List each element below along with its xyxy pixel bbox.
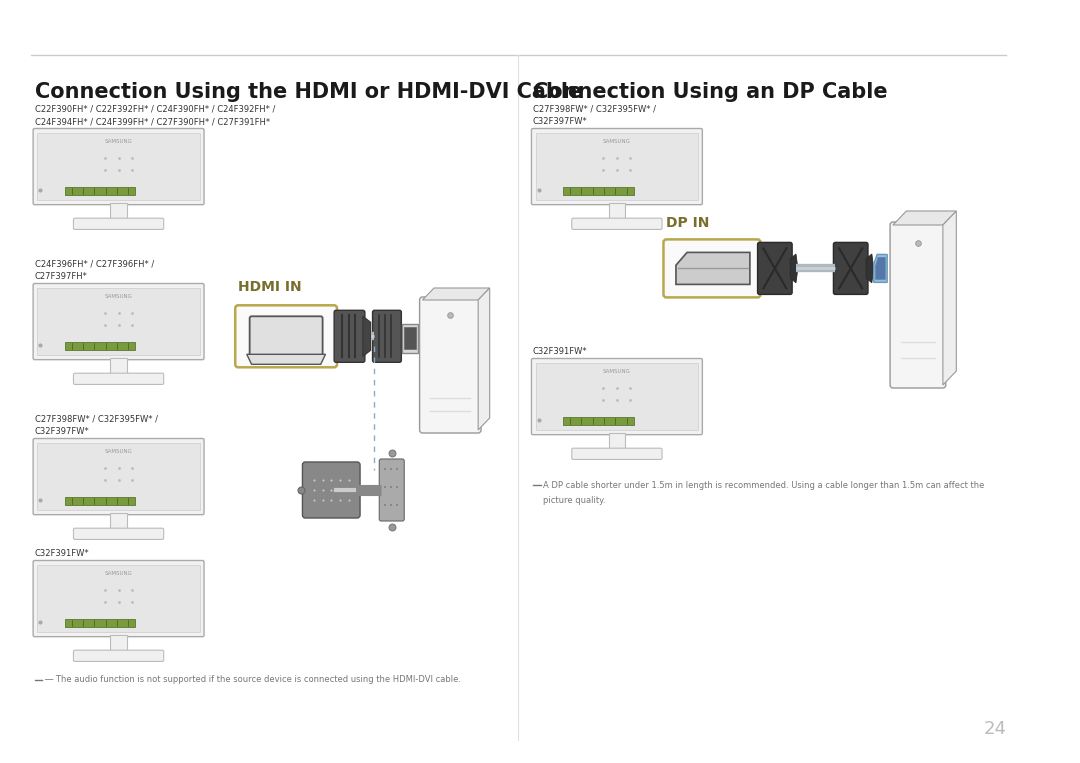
Text: SAMSUNG: SAMSUNG: [603, 139, 631, 143]
FancyBboxPatch shape: [249, 317, 323, 356]
Text: SAMSUNG: SAMSUNG: [105, 294, 133, 299]
Bar: [110, 358, 127, 375]
Polygon shape: [676, 253, 750, 285]
Polygon shape: [246, 354, 325, 364]
Text: C22F390FH* / C22F392FH* / C24F390FH* / C24F392FH* /
C24F394FH* / C24F399FH* / C2: C22F390FH* / C22F392FH* / C24F390FH* / C…: [35, 105, 275, 126]
Text: A DP cable shorter under 1.5m in length is recommended. Using a cable longer tha: A DP cable shorter under 1.5m in length …: [543, 481, 985, 490]
FancyBboxPatch shape: [571, 218, 662, 230]
Text: C27F398FW* / C32F395FW* /
C32F397FW*: C27F398FW* / C32F395FW* / C32F397FW*: [532, 105, 656, 126]
Text: Connection Using the HDMI or HDMI-DVI Cable: Connection Using the HDMI or HDMI-DVI Ca…: [35, 82, 582, 102]
Bar: [110, 513, 127, 530]
FancyBboxPatch shape: [73, 650, 164, 662]
Text: HDMI IN: HDMI IN: [238, 280, 301, 295]
FancyBboxPatch shape: [33, 128, 204, 204]
Bar: [536, 133, 698, 200]
FancyBboxPatch shape: [73, 528, 164, 539]
FancyBboxPatch shape: [334, 311, 365, 362]
Polygon shape: [363, 317, 370, 356]
Bar: [38, 565, 200, 633]
FancyBboxPatch shape: [73, 218, 164, 230]
FancyBboxPatch shape: [302, 462, 360, 518]
FancyBboxPatch shape: [33, 284, 204, 359]
Text: SAMSUNG: SAMSUNG: [105, 449, 133, 454]
Text: SAMSUNG: SAMSUNG: [603, 369, 631, 374]
Bar: [38, 133, 200, 200]
Bar: [65, 497, 135, 505]
FancyBboxPatch shape: [379, 459, 404, 521]
Text: C24F396FH* / C27F396FH* /
C27F397FH*: C24F396FH* / C27F396FH* / C27F397FH*: [35, 259, 153, 281]
FancyBboxPatch shape: [531, 359, 702, 435]
FancyBboxPatch shape: [890, 222, 946, 388]
Text: C32F391FW*: C32F391FW*: [532, 347, 588, 356]
Polygon shape: [866, 254, 874, 283]
Bar: [563, 417, 634, 425]
Bar: [608, 433, 625, 449]
Bar: [38, 288, 200, 355]
Text: DP IN: DP IN: [666, 217, 710, 230]
FancyBboxPatch shape: [420, 297, 481, 433]
FancyBboxPatch shape: [571, 448, 662, 459]
Text: SAMSUNG: SAMSUNG: [105, 139, 133, 143]
Polygon shape: [791, 254, 798, 283]
Polygon shape: [893, 211, 956, 225]
Text: ― The audio function is not supported if the source device is connected using th: ― The audio function is not supported if…: [45, 675, 461, 684]
Bar: [608, 203, 625, 220]
Bar: [563, 187, 634, 195]
FancyBboxPatch shape: [235, 305, 337, 367]
FancyBboxPatch shape: [757, 243, 792, 295]
Bar: [65, 187, 135, 195]
Bar: [536, 363, 698, 430]
FancyBboxPatch shape: [663, 240, 760, 298]
Bar: [65, 342, 135, 350]
Text: C27F398FW* / C32F395FW* /
C32F397FW*: C27F398FW* / C32F395FW* / C32F397FW*: [35, 414, 158, 436]
Polygon shape: [422, 288, 489, 300]
Bar: [65, 619, 135, 627]
FancyBboxPatch shape: [373, 311, 402, 362]
Text: C32F391FW*: C32F391FW*: [35, 549, 90, 558]
FancyBboxPatch shape: [531, 128, 702, 204]
Polygon shape: [404, 327, 416, 349]
Bar: [110, 635, 127, 652]
Text: picture quality.: picture quality.: [543, 495, 606, 504]
Text: SAMSUNG: SAMSUNG: [105, 571, 133, 576]
Bar: [110, 203, 127, 220]
FancyBboxPatch shape: [33, 561, 204, 636]
FancyBboxPatch shape: [33, 439, 204, 515]
Polygon shape: [943, 211, 956, 385]
Polygon shape: [876, 257, 886, 279]
Bar: [38, 443, 200, 510]
Polygon shape: [478, 288, 489, 430]
Text: Connection Using an DP Cable: Connection Using an DP Cable: [532, 82, 888, 102]
Polygon shape: [874, 254, 887, 282]
FancyBboxPatch shape: [834, 243, 868, 295]
Polygon shape: [403, 324, 418, 353]
Text: 24: 24: [983, 720, 1007, 738]
FancyBboxPatch shape: [73, 373, 164, 385]
